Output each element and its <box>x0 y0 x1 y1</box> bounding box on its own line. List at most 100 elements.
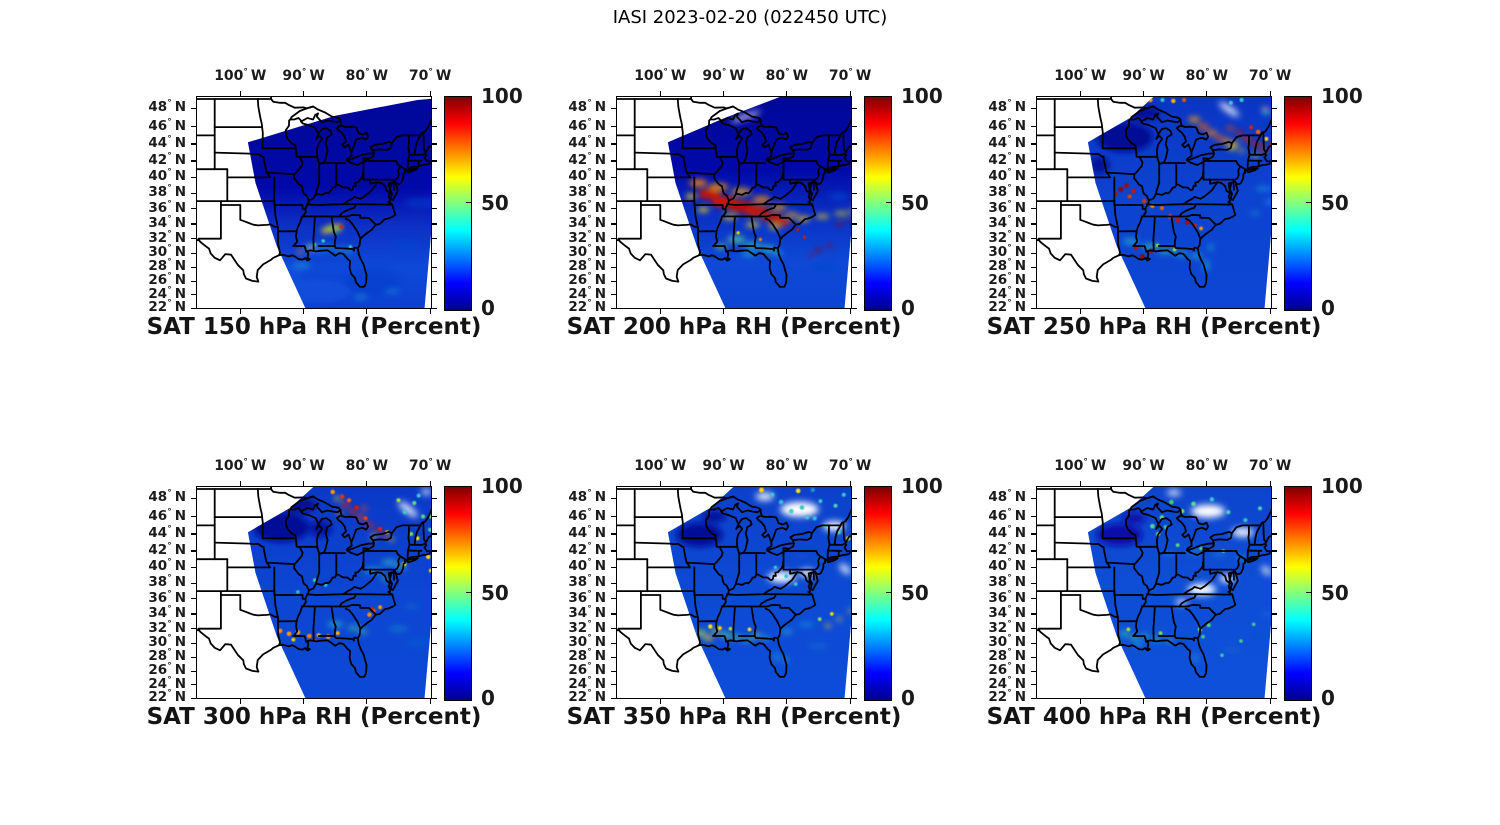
lat-tick-direction: N <box>594 589 606 606</box>
lat-tick-mark-left <box>191 294 196 296</box>
lat-tick-direction: N <box>1014 604 1026 621</box>
degree-symbol: ° <box>1007 661 1012 672</box>
lat-tick-mark-right <box>432 656 437 658</box>
lat-tick-mark-left <box>611 252 616 254</box>
lat-tick-value: 26 <box>568 272 588 289</box>
lat-tick-mark-left <box>611 143 616 145</box>
colorbar-tick-label: 0 <box>481 296 495 320</box>
lon-tick-mark-bottom <box>1269 309 1271 314</box>
degree-symbol: ° <box>167 298 172 309</box>
colorbar-tick-label: 100 <box>1321 474 1363 498</box>
lat-tick-value: 48 <box>568 489 588 506</box>
lat-tick-mark-right <box>1272 107 1277 109</box>
lat-tick-value: 34 <box>568 604 588 621</box>
lat-tick-label: 26° N <box>552 662 606 679</box>
degree-symbol: ° <box>721 67 727 78</box>
lat-tick-label: 34° N <box>552 604 606 621</box>
degree-symbol: ° <box>587 589 592 600</box>
lat-tick-direction: N <box>174 151 186 168</box>
lon-tick-label: 70° W <box>1237 68 1303 84</box>
lat-tick-label: 26° N <box>132 272 186 289</box>
degree-symbol: ° <box>167 619 172 630</box>
lat-tick-value: 24 <box>568 675 588 692</box>
lat-tick-label: 22° N <box>132 298 186 316</box>
lon-tick-value: 100 <box>214 458 244 474</box>
lat-tick-mark-right <box>1272 252 1277 254</box>
lon-tick-mark-top <box>722 91 725 96</box>
lon-tick-mark-bottom <box>1142 699 1145 704</box>
lat-tick-mark-left <box>191 280 196 282</box>
lat-tick-direction: N <box>1014 489 1026 506</box>
lat-tick-mark-right <box>852 515 857 518</box>
lat-tick-value: 22 <box>988 689 1008 706</box>
lon-tick-direction: W <box>372 458 389 474</box>
lat-tick-mark-left <box>611 238 616 240</box>
degree-symbol: ° <box>587 619 592 630</box>
lat-tick-mark-right <box>852 223 857 225</box>
lat-tick-value: 38 <box>988 184 1008 201</box>
lat-tick-mark-left <box>611 566 616 568</box>
degree-symbol: ° <box>167 134 172 145</box>
colorbar <box>1284 486 1312 701</box>
lat-tick-direction: N <box>594 662 606 679</box>
lat-tick-direction: N <box>594 151 606 168</box>
degree-symbol: ° <box>1007 151 1012 162</box>
lat-tick-mark-right <box>852 598 857 600</box>
figure-title: IASI 2023-02-20 (022450 UTC) <box>612 7 888 28</box>
degree-symbol: ° <box>587 633 592 644</box>
degree-symbol: ° <box>167 488 172 499</box>
lat-tick-label: 30° N <box>132 244 186 260</box>
lat-tick-mark-right <box>1272 656 1277 658</box>
lat-tick-mark-right <box>432 176 437 178</box>
lat-tick-value: 46 <box>148 117 168 134</box>
lat-tick-mark-right <box>852 582 857 584</box>
lat-tick-label: 32° N <box>552 619 606 636</box>
lat-tick-label: 36° N <box>552 589 606 606</box>
lat-tick-label: 24° N <box>972 286 1026 302</box>
lat-tick-mark-right <box>1272 566 1277 568</box>
lat-tick-mark-right <box>432 125 437 128</box>
degree-symbol: ° <box>167 98 172 109</box>
panel-sat-400-hpa: 100° W 90° W 80° W 70° W 48° N 46° N 44° N 42° N 40° N 38°… <box>966 452 1386 748</box>
lat-tick-direction: N <box>174 184 186 201</box>
lon-tick-value: 90 <box>282 68 302 84</box>
lat-tick-value: 32 <box>988 229 1008 246</box>
colorbar-tick-label: 100 <box>481 84 523 108</box>
degree-symbol: ° <box>365 67 370 78</box>
colorbar-tick-50 <box>886 591 891 594</box>
degree-symbol: ° <box>587 604 592 615</box>
lat-tick-value: 48 <box>148 99 168 116</box>
degree-symbol: ° <box>167 183 172 194</box>
state-boundaries <box>616 486 852 678</box>
colorbar-tick-label: 50 <box>481 580 509 605</box>
lon-tick-value: 90 <box>282 458 302 474</box>
lat-tick-value: 36 <box>988 589 1008 606</box>
lat-tick-value: 42 <box>148 151 168 168</box>
degree-symbol: ° <box>167 117 172 128</box>
lat-tick-label: 32° N <box>132 619 186 636</box>
lat-tick-direction: N <box>1014 244 1026 261</box>
lat-tick-label: 40° N <box>552 558 606 574</box>
lat-tick-value: 26 <box>988 272 1008 289</box>
lon-tick-mark-bottom <box>722 309 725 314</box>
lat-tick-mark-right <box>852 192 857 194</box>
lat-tick-mark-right <box>852 497 857 499</box>
axes-frame <box>1036 486 1272 699</box>
lat-tick-mark-right <box>852 533 857 535</box>
lat-tick-direction: N <box>1014 507 1026 524</box>
lat-tick-label: 38° N <box>552 574 606 590</box>
lat-tick-direction: N <box>174 272 186 289</box>
colorbar <box>864 486 892 701</box>
lat-tick-mark-right <box>852 656 857 658</box>
degree-symbol: ° <box>587 541 592 552</box>
degree-symbol: ° <box>167 573 172 584</box>
lat-tick-direction: N <box>174 299 186 316</box>
lat-tick-direction: N <box>1014 675 1026 692</box>
lat-tick-label: 32° N <box>132 230 186 246</box>
lon-tick-mark-bottom <box>1079 309 1081 314</box>
lat-tick-value: 42 <box>988 541 1008 558</box>
lat-tick-value: 46 <box>988 117 1008 134</box>
lat-tick-label: 36° N <box>972 589 1026 606</box>
lat-tick-value: 38 <box>148 184 168 201</box>
lon-tick-value: 70 <box>408 458 429 474</box>
